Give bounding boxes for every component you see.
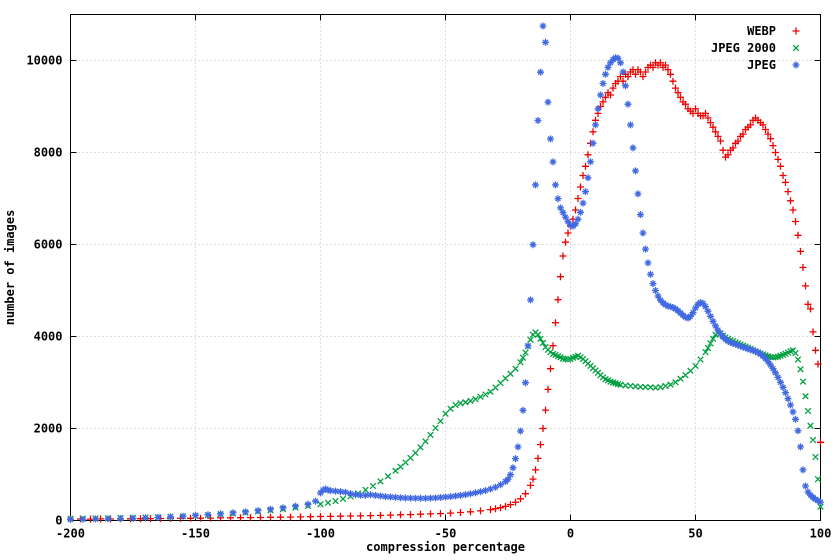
y-axis-label: number of images xyxy=(3,210,17,326)
y-tick-label: 0 xyxy=(55,514,62,528)
legend-label-jpeg: JPEG xyxy=(747,58,776,72)
y-tick-label: 6000 xyxy=(34,238,63,252)
y-tick-label: 2000 xyxy=(34,422,63,436)
legend-marker-plus-icon xyxy=(792,27,800,35)
x-tick-label: 0 xyxy=(567,527,574,541)
x-tick-label: 100 xyxy=(810,527,832,541)
legend-marker-asterisk-icon xyxy=(792,61,800,69)
x-tick-label: -150 xyxy=(181,527,210,541)
x-tick-label: -50 xyxy=(435,527,457,541)
x-tick-label: -200 xyxy=(56,527,85,541)
legend-label-jpeg-2000: JPEG 2000 xyxy=(711,41,776,55)
x-axis-label: compression percentage xyxy=(366,540,525,554)
series-points-jpeg-2000 xyxy=(67,329,824,522)
y-tick-label: 4000 xyxy=(34,330,63,344)
x-tick-label: -100 xyxy=(306,527,335,541)
series-points-jpeg xyxy=(67,22,824,523)
x-tick-label: 50 xyxy=(688,527,702,541)
legend: WEBP JPEG 2000 JPEG xyxy=(711,24,800,72)
grid-lines xyxy=(70,14,821,521)
plot-border xyxy=(70,14,821,521)
y-tick-label: 10000 xyxy=(26,54,62,68)
legend-label-webp: WEBP xyxy=(747,24,776,38)
y-tick-label: 8000 xyxy=(34,146,63,160)
legend-marker-cross-icon xyxy=(792,44,800,52)
